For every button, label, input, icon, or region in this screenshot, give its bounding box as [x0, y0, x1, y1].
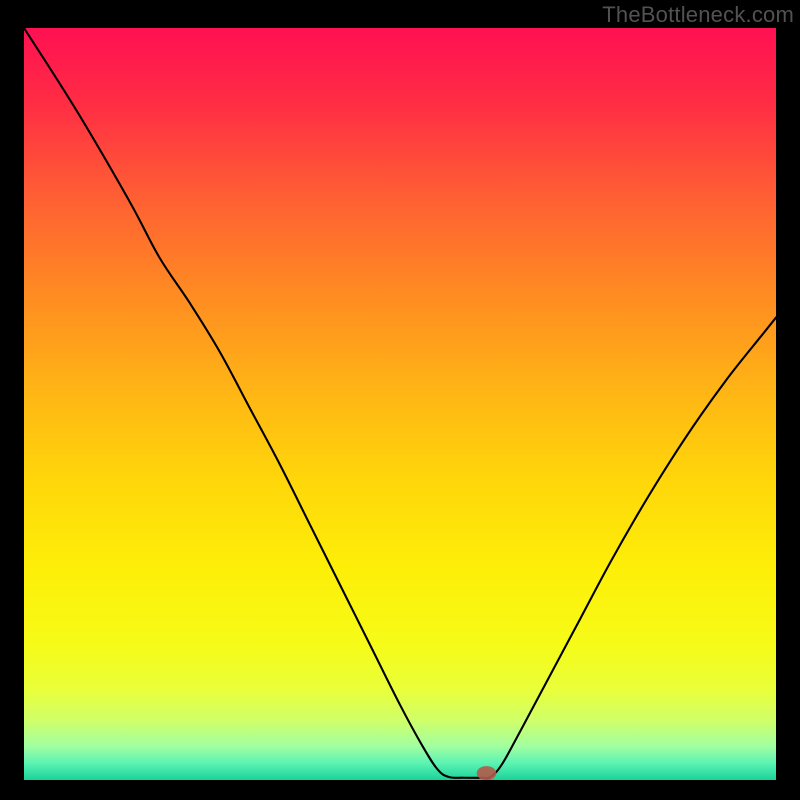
chart-svg [24, 28, 776, 780]
chart-frame: TheBottleneck.com [0, 0, 800, 800]
watermark-text: TheBottleneck.com [602, 2, 794, 28]
plot-area [24, 28, 776, 780]
chart-background [24, 28, 776, 780]
optimal-point-marker [477, 766, 497, 780]
